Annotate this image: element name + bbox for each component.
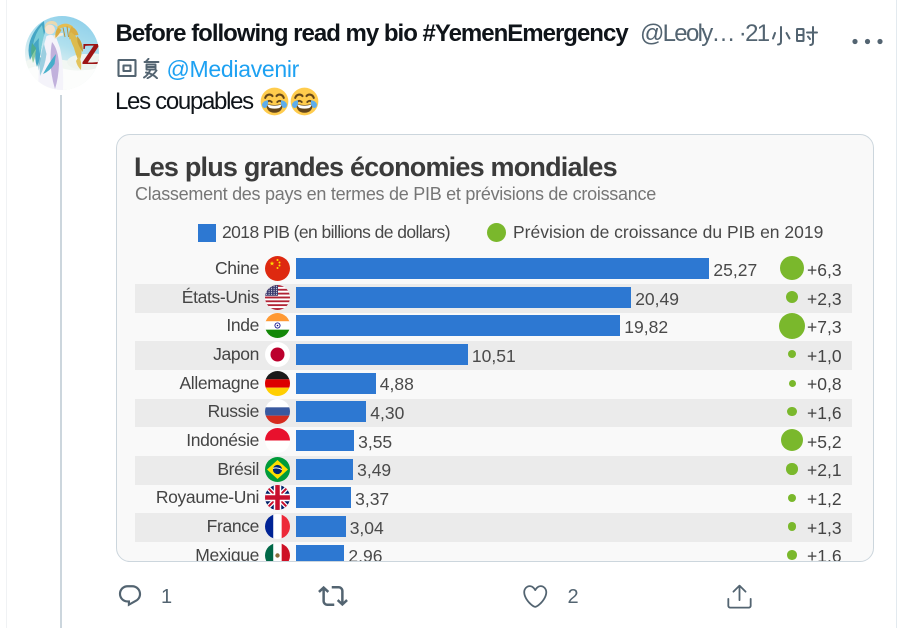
svg-text:Z: Z	[81, 36, 99, 71]
